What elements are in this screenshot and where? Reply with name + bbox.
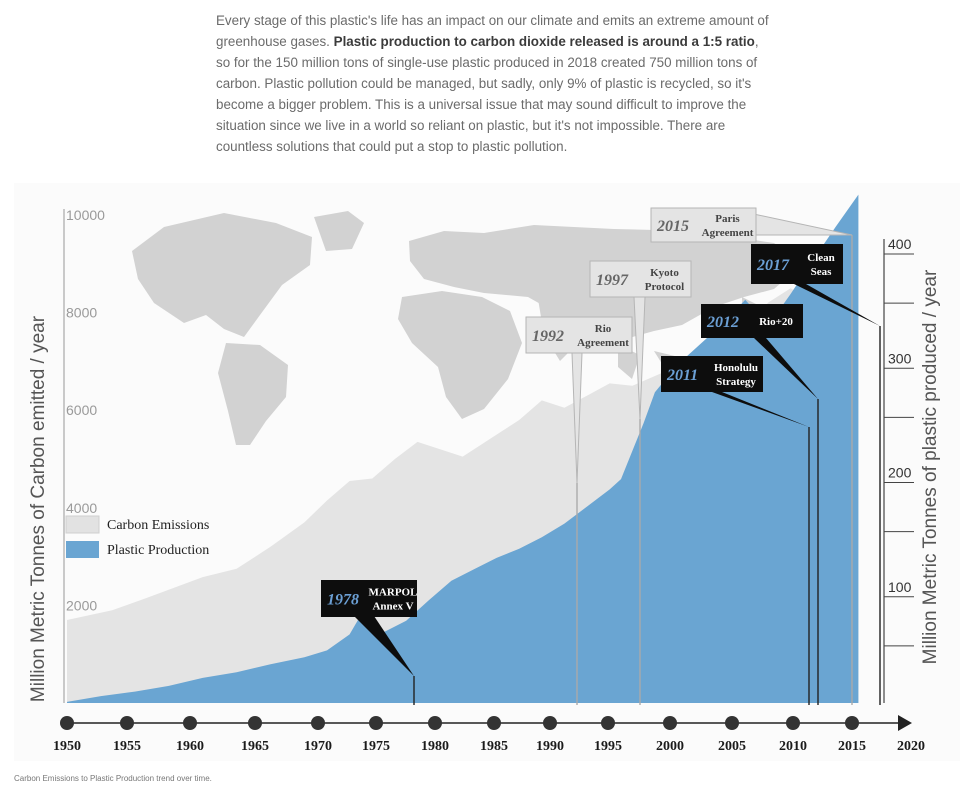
y-axis-left-tick: 4000 xyxy=(66,500,97,516)
event-label: Rio xyxy=(595,323,612,335)
event-label: MARPOL xyxy=(369,587,418,599)
event-label: Agreement xyxy=(577,337,629,349)
timeline-dot xyxy=(845,716,859,730)
event-label: Strategy xyxy=(716,376,756,388)
timeline-year-label: 2010 xyxy=(779,739,807,754)
timeline-dot xyxy=(428,716,442,730)
legend-label-plastic: Plastic Production xyxy=(107,543,209,558)
event-callouts: 1978 MARPOL Annex V 1992 Rio Agreement 1997 Kyo… xyxy=(321,207,881,705)
event-pointer xyxy=(794,284,880,326)
legend-label-carbon: Carbon Emissions xyxy=(107,518,209,533)
y-axis-left-tick: 8000 xyxy=(66,305,97,321)
event-callout-2015: 2015 Paris Agreement xyxy=(650,207,853,705)
intro-text-rest: , so for the 150 million tons of single-… xyxy=(216,34,759,154)
intro-paragraph: Every stage of this plastic's life has a… xyxy=(216,10,776,157)
event-year: 2017 xyxy=(756,257,790,274)
event-label: Clean xyxy=(807,252,835,264)
y-axis-left-tick: 2000 xyxy=(66,597,97,613)
y-axis-left-tick: 6000 xyxy=(66,402,97,418)
timeline-year-label: 1950 xyxy=(53,739,81,754)
event-box xyxy=(525,316,633,354)
timeline-arrow-icon xyxy=(898,715,912,731)
timeline-dot xyxy=(369,716,383,730)
timeline-dot xyxy=(725,716,739,730)
timeline-year-label: 2005 xyxy=(718,739,746,754)
timeline-dot xyxy=(311,716,325,730)
y-axis-right-tick: 400 xyxy=(888,236,912,252)
event-callout-2017: 2017 Clean Seas xyxy=(751,244,881,705)
timeline-year-label: 2015 xyxy=(838,739,866,754)
event-callout-1997: 1997 Kyoto Protocol xyxy=(589,260,692,705)
y-axis-right-label: Million Metric Tonnes of plastic produce… xyxy=(920,269,941,664)
carbon-plastic-chart: 2000 4000 6000 8000 10000 100 200 300 400 Milli… xyxy=(14,183,960,761)
event-label: Protocol xyxy=(645,281,685,293)
timeline-year-label: 2020 xyxy=(897,739,925,754)
chart-caption: Carbon Emissions to Plastic Production t… xyxy=(14,774,212,783)
timeline-axis: 1950 1955 1960 1965 1970 1975 1980 1985 1990 1995… xyxy=(53,715,925,754)
event-box xyxy=(589,260,692,298)
timeline-year-label: 1995 xyxy=(594,739,622,754)
map-landmass xyxy=(314,211,364,251)
timeline-year-label: 2000 xyxy=(656,739,684,754)
event-label: Kyoto xyxy=(650,267,679,279)
y-axis-left-label: Million Metric Tonnes of Carbon emitted … xyxy=(28,315,49,702)
event-year: 2012 xyxy=(706,314,739,331)
legend-swatch-carbon xyxy=(65,515,100,534)
event-box xyxy=(701,304,803,338)
y-axis-left-tick: 10000 xyxy=(66,207,105,223)
event-label: Agreement xyxy=(702,227,754,239)
legend-swatch-plastic xyxy=(66,541,99,558)
timeline-dot xyxy=(60,716,74,730)
intro-bold-text: Plastic production to carbon dioxide rel… xyxy=(333,34,755,49)
event-label: Seas xyxy=(811,266,833,278)
timeline-year-label: 1985 xyxy=(480,739,508,754)
event-callout-2011: 2011 Honolulu Strategy xyxy=(661,356,810,705)
event-callout-2012: 2012 Rio+20 xyxy=(701,304,819,705)
event-pointer xyxy=(354,616,414,676)
intro-text: Every stage of this plastic's life has a… xyxy=(216,13,769,49)
event-label: Rio+20 xyxy=(759,316,793,328)
timeline-year-label: 1965 xyxy=(241,739,269,754)
timeline-dot xyxy=(248,716,262,730)
y-axis-right-tick: 200 xyxy=(888,465,912,481)
timeline-dot xyxy=(543,716,557,730)
map-landmass xyxy=(218,343,288,445)
event-year: 1992 xyxy=(532,328,564,345)
y-axis-right-tick: 300 xyxy=(888,350,912,366)
timeline-dot xyxy=(183,716,197,730)
event-year: 1997 xyxy=(596,272,629,289)
map-landmass xyxy=(398,291,522,419)
event-label: Honolulu xyxy=(714,362,758,374)
event-label: Annex V xyxy=(372,601,413,613)
timeline-year-label: 1990 xyxy=(536,739,564,754)
event-callout-1978: 1978 MARPOL Annex V xyxy=(321,580,417,705)
timeline-year-label: 1955 xyxy=(113,739,141,754)
timeline-year-label: 1975 xyxy=(362,739,390,754)
event-pointer xyxy=(712,392,809,427)
y-axis-right-tick: 100 xyxy=(888,579,912,595)
event-pointer xyxy=(754,338,818,399)
event-box xyxy=(321,580,417,617)
timeline-dot xyxy=(663,716,677,730)
timeline-dot xyxy=(120,716,134,730)
event-year: 1978 xyxy=(327,592,359,609)
timeline-dot xyxy=(487,716,501,730)
event-year: 2015 xyxy=(656,218,689,235)
timeline-year-label: 1970 xyxy=(304,739,332,754)
timeline-dot xyxy=(786,716,800,730)
event-box xyxy=(751,244,843,284)
timeline-year-label: 1980 xyxy=(421,739,449,754)
legend: Carbon Emissions Plastic Production xyxy=(65,515,209,558)
timeline-year-label: 1960 xyxy=(176,739,204,754)
event-box xyxy=(661,356,763,392)
map-landmass xyxy=(132,213,312,337)
event-box xyxy=(650,207,757,243)
event-label: Paris xyxy=(715,213,740,225)
timeline-dot xyxy=(601,716,615,730)
event-callout-1992: 1992 Rio Agreement xyxy=(525,316,633,705)
event-year: 2011 xyxy=(666,367,698,384)
plastic-production-area xyxy=(67,194,859,703)
